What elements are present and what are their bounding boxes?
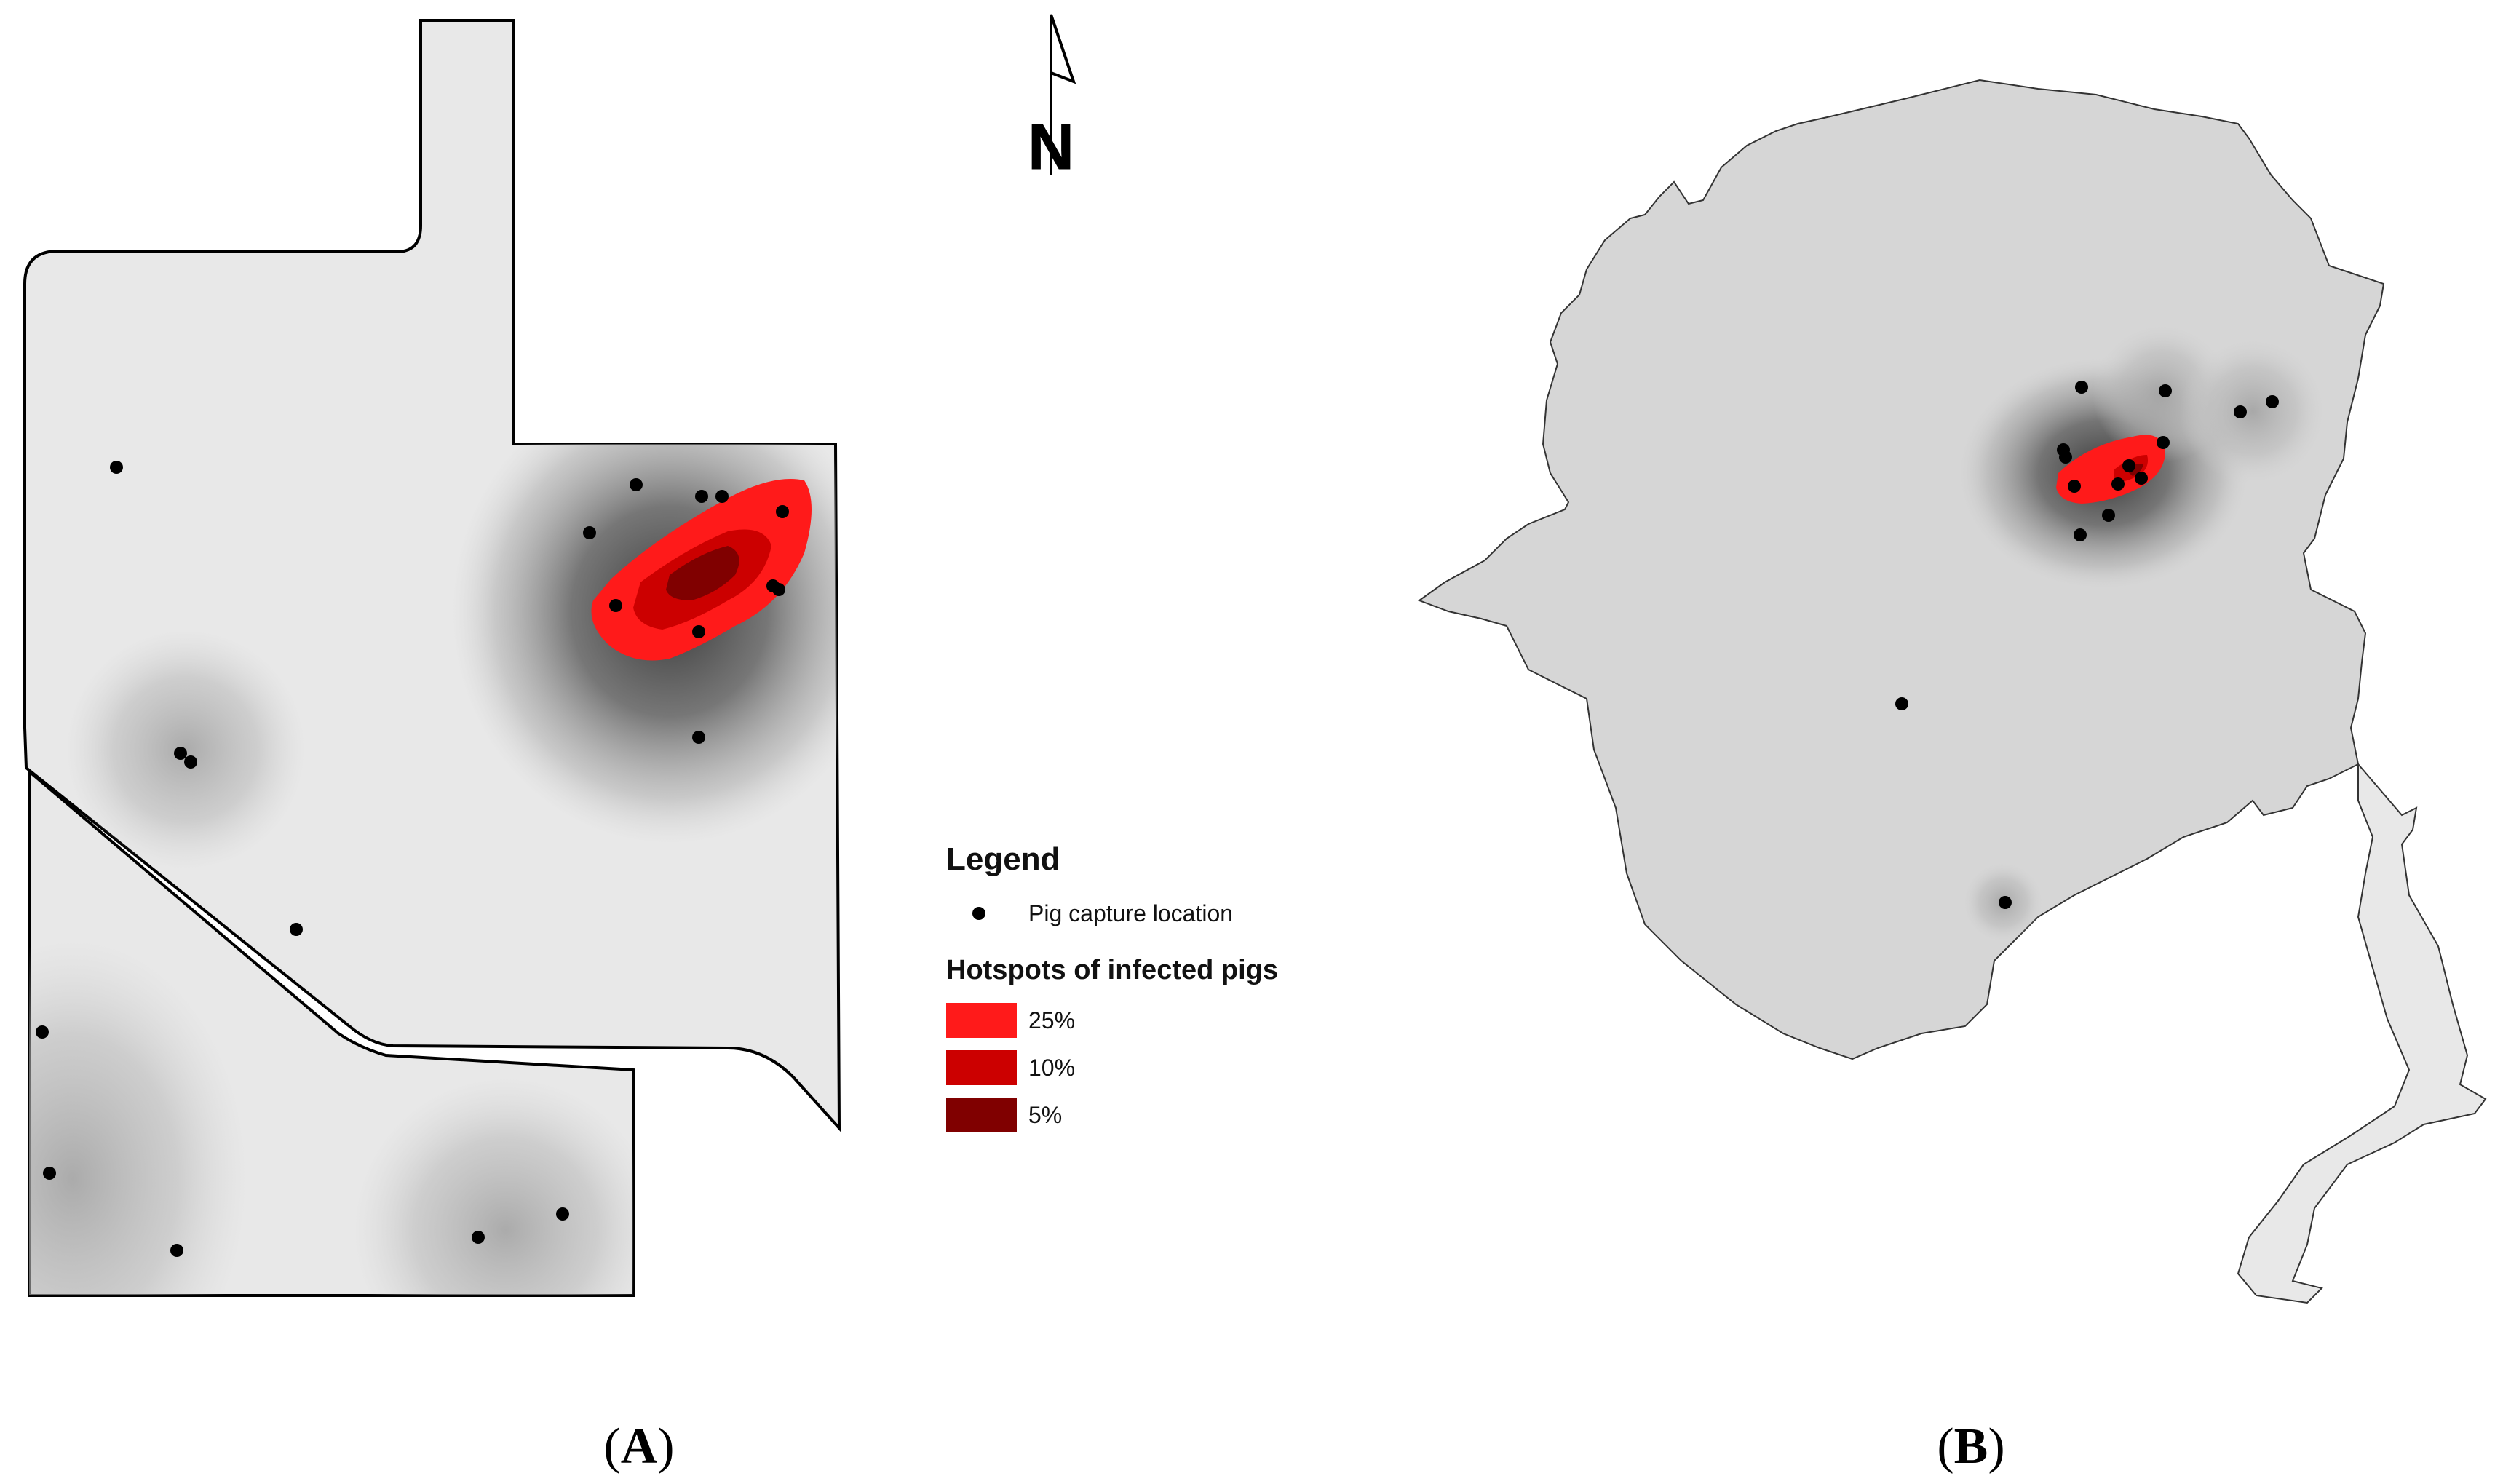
- capture-point: [36, 1025, 49, 1039]
- legend-swatch-5: [946, 1098, 1017, 1132]
- capture-point: [2068, 480, 2081, 493]
- capture-point: [715, 490, 729, 503]
- capture-point: [170, 1244, 183, 1257]
- capture-point: [2111, 477, 2125, 491]
- panel-a-points: [36, 461, 789, 1257]
- north-arrow-head-icon: [1050, 14, 1076, 84]
- capture-point: [692, 625, 705, 638]
- legend-point-symbol: [972, 907, 985, 920]
- capture-point: [184, 755, 197, 769]
- capture-point: [2234, 405, 2247, 418]
- capture-point: [2159, 384, 2172, 397]
- capture-point: [772, 583, 785, 596]
- capture-point: [2266, 395, 2279, 408]
- capture-point: [1999, 896, 2012, 909]
- panel-b-points: [1895, 381, 2279, 909]
- panel-a-lower-density: [29, 939, 633, 1295]
- legend-swatch-10: [946, 1050, 1017, 1085]
- capture-point: [583, 526, 596, 539]
- legend-label-5: 5%: [1028, 1102, 1062, 1128]
- capture-point: [556, 1207, 569, 1221]
- legend-hotspot-title: Hotspots of infected pigs: [946, 955, 1278, 985]
- capture-point: [110, 461, 123, 474]
- legend-point-label: Pig capture location: [1028, 900, 1233, 926]
- capture-point: [695, 490, 708, 503]
- capture-point: [2102, 509, 2115, 522]
- capture-point: [290, 923, 303, 936]
- legend-label-10: 10%: [1028, 1055, 1075, 1081]
- legend-swatch-25: [946, 1003, 1017, 1038]
- capture-point: [776, 505, 789, 518]
- panel-label-a: (A): [603, 1418, 674, 1475]
- north-arrow: N: [1028, 14, 1076, 183]
- capture-point: [2075, 381, 2088, 394]
- capture-point: [472, 1231, 485, 1244]
- capture-point: [174, 747, 187, 760]
- legend-label-25: 25%: [1028, 1007, 1075, 1033]
- capture-point: [609, 599, 622, 612]
- capture-point: [43, 1167, 56, 1180]
- capture-point: [2157, 436, 2170, 449]
- panel-b-map: [1417, 79, 2487, 1304]
- capture-point: [2074, 528, 2087, 541]
- north-arrow-label: N: [1028, 111, 1074, 183]
- capture-point: [1895, 697, 1908, 710]
- capture-point: [630, 478, 643, 491]
- capture-point: [2059, 451, 2072, 464]
- capture-point: [692, 731, 705, 744]
- legend: Legend Pig capture location Hotspots of …: [946, 841, 1278, 1132]
- legend-title: Legend: [946, 841, 1060, 877]
- hotspot-5-a: [666, 546, 739, 600]
- panel-b-river-arm: [2237, 762, 2487, 1304]
- panel-a-map: [23, 19, 841, 1297]
- capture-point: [2122, 459, 2135, 472]
- hotspot-25-b: [2056, 435, 2165, 504]
- capture-point: [2135, 472, 2148, 485]
- panel-label-b: (B): [1937, 1418, 2004, 1475]
- panel-b-area: [1417, 79, 2385, 1060]
